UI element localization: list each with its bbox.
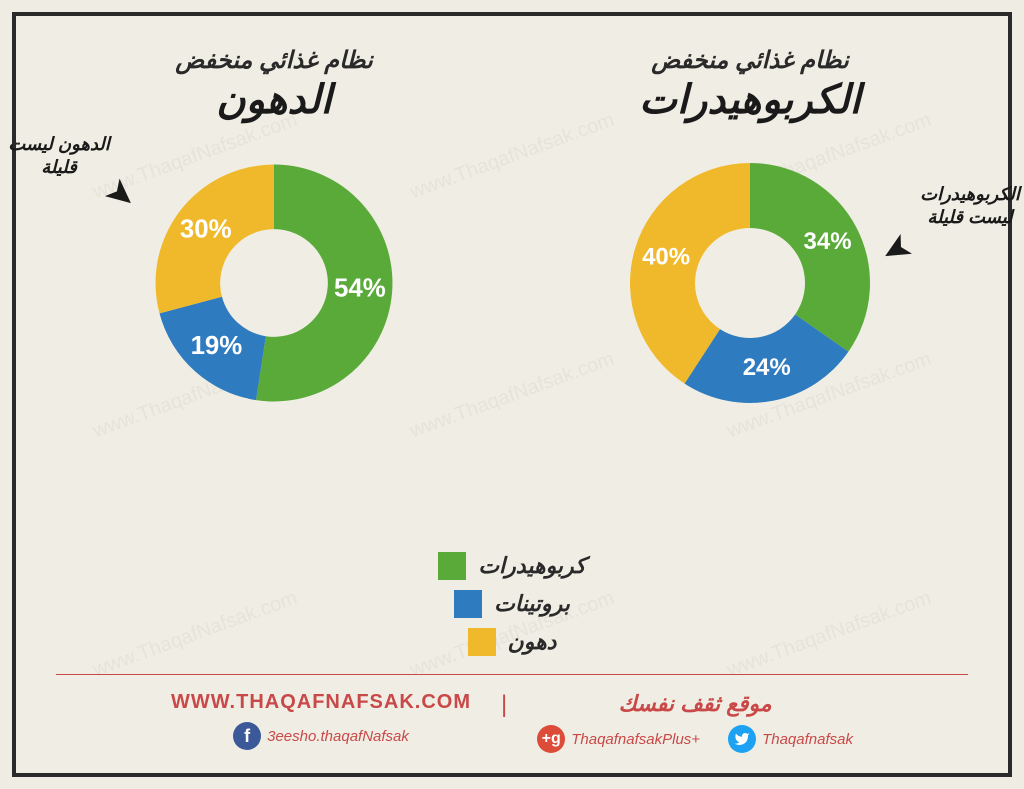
callout-low-fat: الدهون ليست قليلة (0, 133, 124, 180)
svg-text:40%: 40% (642, 243, 690, 270)
chart-subtitle: نظام غذائي منخفض (651, 46, 849, 75)
legend-item: بروتينات (454, 590, 570, 618)
site-url[interactable]: WWW.THAQAFNAFSAK.COM (171, 691, 471, 714)
svg-text:30%: 30% (180, 215, 232, 243)
chart-title: الكربوهيدرات (639, 77, 861, 123)
facebook-icon: f (233, 722, 261, 750)
social-gplus[interactable]: +ThaqafnafsakPlus g+ (537, 725, 700, 753)
swatch-carbs (438, 552, 466, 580)
svg-text:34%: 34% (804, 228, 852, 255)
callout-low-carb: الكربوهيدرات ليست قليلة (900, 183, 1024, 230)
chart-title: الدهون (216, 77, 331, 123)
svg-text:19%: 19% (191, 332, 243, 360)
svg-text:24%: 24% (743, 354, 791, 381)
svg-text:54%: 54% (334, 274, 386, 302)
donut-low-carb: 34% 24% 40% (610, 143, 890, 423)
swatch-protein (454, 590, 482, 618)
donut-low-fat: 54% 19% 30% (134, 143, 414, 423)
social-facebook[interactable]: 3eesho.thaqafNafsak f (233, 722, 409, 750)
chart-low-fat: نظام غذائي منخفض الدهون الدهون ليست قليل… (36, 46, 512, 532)
gplus-icon: g+ (537, 725, 565, 753)
legend: كربوهيدرات بروتينات دهون (16, 552, 1008, 656)
social-twitter[interactable]: Thaqafnafsak (728, 725, 853, 753)
site-name: موقع ثقف نفسك (619, 691, 772, 717)
chart-subtitle: نظام غذائي منخفض (175, 46, 373, 75)
twitter-icon (728, 725, 756, 753)
legend-item: كربوهيدرات (438, 552, 585, 580)
swatch-fat (468, 628, 496, 656)
chart-low-carb: نظام غذائي منخفض الكربوهيدرات الكربوهيدر… (512, 46, 988, 532)
legend-item: دهون (468, 628, 557, 656)
divider: | (501, 691, 507, 719)
footer: موقع ثقف نفسك Thaqafnafsak +Thaqafnafsak… (56, 674, 968, 773)
